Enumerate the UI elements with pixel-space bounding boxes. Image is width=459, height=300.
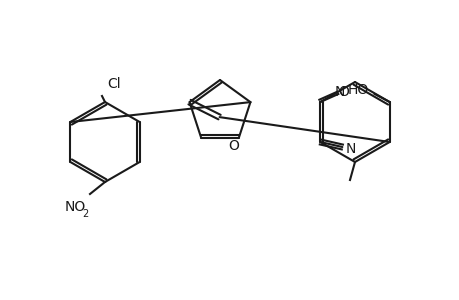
Text: O: O — [228, 139, 239, 153]
Text: Cl: Cl — [107, 77, 121, 91]
Text: O: O — [337, 85, 348, 99]
Text: NO: NO — [64, 200, 85, 214]
Text: 2: 2 — [82, 209, 88, 219]
Text: HO: HO — [347, 83, 369, 97]
Text: N: N — [334, 85, 344, 99]
Text: N: N — [344, 142, 355, 156]
